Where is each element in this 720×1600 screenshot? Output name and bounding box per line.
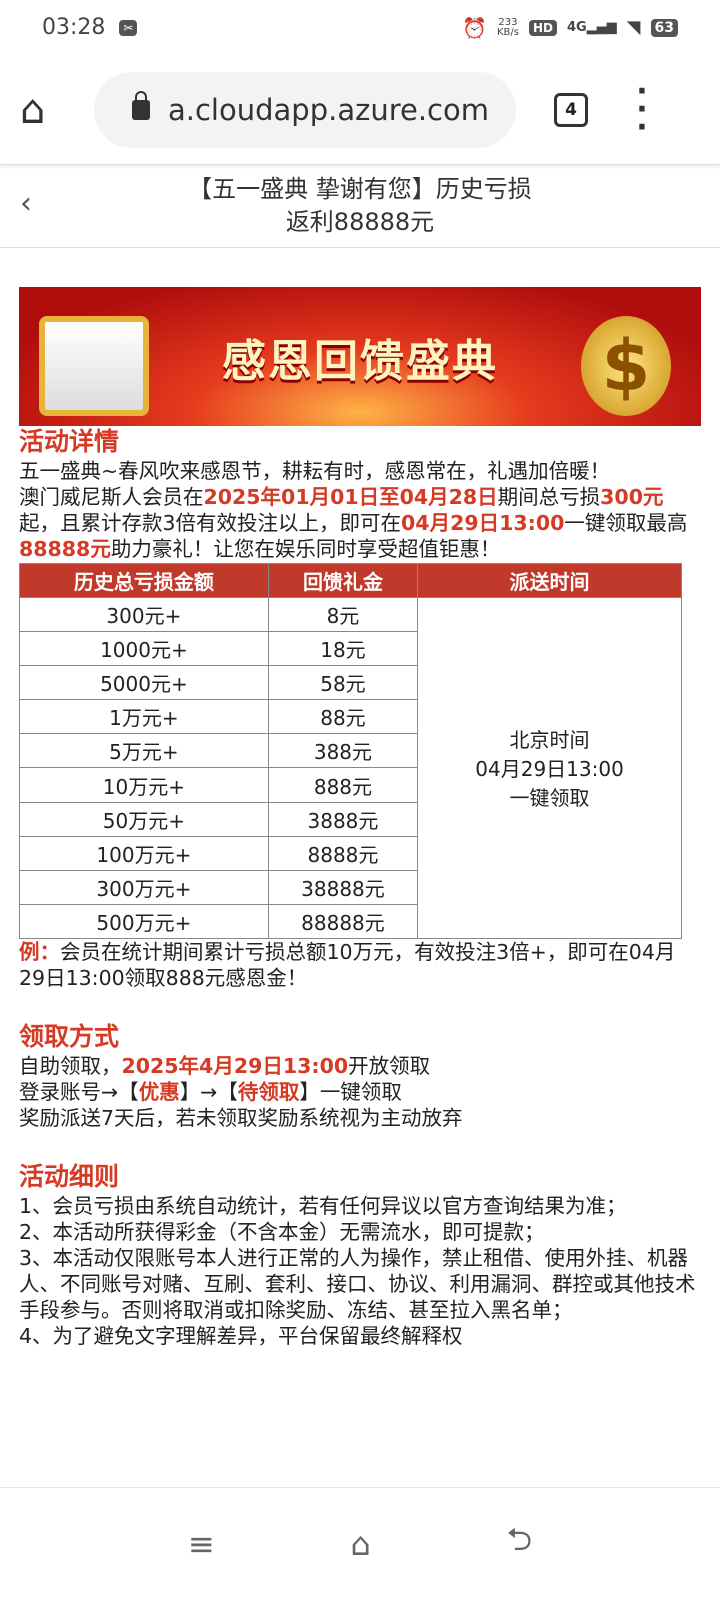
page-header: ‹ 【五一盛典 挚谢有您】历史亏损 返利88888元 — [0, 165, 720, 248]
section-title-rules: 活动细则 — [19, 1161, 120, 1191]
loss-amount-cell: 100万元+ — [19, 835, 269, 871]
bonus-cell: 88元 — [267, 699, 419, 735]
table-row: 300元+ 8元北京时间 04月29日13:00 一键领取 — [19, 596, 682, 939]
more-menu-button[interactable]: · · · — [636, 73, 648, 145]
banner-title: 感恩回馈盛典 — [222, 335, 498, 387]
details-body: 澳门威尼斯人会员在2025年01月01日至04月28日期间总亏损300元起，且累… — [19, 485, 688, 561]
rule-item: 4、为了避免文字理解差异，平台保留最终解释权 — [19, 1323, 463, 1348]
table-row: 1000元+ 18元 — [19, 631, 682, 667]
battery-icon: 63 — [650, 18, 678, 37]
alarm-icon: ⏰ — [462, 15, 487, 40]
section-title-claim: 领取方式 — [19, 1021, 120, 1051]
table-row: 100万元+ 8888元 — [19, 835, 682, 871]
rule-item: 1、会员亏损由系统自动统计，若有任何异议以官方查询结果为准； — [19, 1193, 627, 1218]
bonus-cell: 8888元 — [267, 835, 419, 871]
bonus-cell: 388元 — [267, 733, 419, 769]
bonus-cell: 88888元 — [267, 903, 419, 939]
lock-icon — [132, 90, 150, 120]
promo-banner: 感恩回馈盛典 $ — [19, 287, 701, 426]
delivery-line: 04月29日13:00 — [475, 757, 624, 782]
bonus-cell: 8元 — [267, 596, 419, 633]
signal-icon: 4G▂▄▆ — [566, 20, 617, 35]
bonus-cell: 18元 — [267, 631, 419, 667]
loss-amount-cell: 300元+ — [19, 596, 269, 633]
back-button[interactable]: ‹ — [20, 186, 32, 221]
section-title-details: 活动详情 — [19, 427, 120, 456]
delivery-line: 一键领取 — [509, 786, 590, 811]
home-button[interactable]: ⌂ — [20, 86, 46, 133]
table-row: 10万元+ 888元 — [19, 767, 682, 803]
system-nav-bar: ≡ ⌂ ⮌ — [0, 1487, 720, 1600]
loss-amount-cell: 10万元+ — [19, 767, 269, 803]
dollar-coin-icon: $ — [581, 316, 671, 416]
column-header: 派送时间 — [417, 563, 682, 598]
browser-toolbar: ⌂ a.cloudapp.azure.com 4 · · · — [0, 55, 720, 165]
claim-line: 自助领取，2025年4月29日13:00开放领取 — [19, 1053, 431, 1078]
rule-item: 3、本活动仅限账号本人进行正常的人为操作，禁止租借、使用外挂、机器人、不同账号对… — [19, 1245, 696, 1322]
loss-amount-cell: 500万元+ — [19, 903, 269, 939]
url-text: a.cloudapp.azure.com — [168, 92, 489, 127]
loss-amount-cell: 5万元+ — [19, 733, 269, 769]
screenshot-icon: ✂ — [119, 19, 138, 36]
loss-amount-cell: 300万元+ — [19, 869, 269, 905]
gift-box-icon — [39, 316, 149, 416]
rebate-table: 历史总亏损金额 回馈礼金 派送时间 300元+ 8元北京时间 04月29日13:00… — [19, 563, 682, 939]
table-row: 300万元+ 38888元 — [19, 869, 682, 905]
column-header: 回馈礼金 — [267, 563, 419, 598]
loss-amount-cell: 1万元+ — [19, 699, 269, 735]
claim-line: 奖励派送7天后，若未领取奖励系统视为主动放弃 — [19, 1105, 463, 1130]
page-title: 【五一盛典 挚谢有您】历史亏损 返利88888元 — [188, 175, 532, 236]
rule-item: 2、本活动所获得彩金（不含本金）无需流水，即可提款； — [19, 1219, 545, 1244]
bonus-cell: 3888元 — [267, 801, 419, 837]
bonus-cell: 38888元 — [267, 869, 419, 905]
claim-line: 登录账号→【优惠】→【待领取】一键领取 — [19, 1079, 402, 1104]
column-header: 历史总亏损金额 — [19, 563, 269, 598]
back-nav-icon[interactable]: ⮌ — [506, 1520, 533, 1558]
tab-switcher-button[interactable]: 4 — [554, 92, 588, 127]
details-intro: 五一盛典~春风吹来感恩节，耕耘有时，感恩常在，礼遇加倍暖！ — [19, 459, 611, 483]
loss-amount-cell: 50万元+ — [19, 801, 269, 837]
address-bar[interactable]: a.cloudapp.azure.com — [94, 71, 516, 148]
example-text: 例：会员在统计期间累计亏损总额10万元，有效投注3倍+，即可在04月29日13:… — [19, 939, 676, 990]
delivery-time-cell: 北京时间 04月29日13:00 一键领取 — [417, 597, 682, 939]
table-row: 50万元+ 3888元 — [19, 801, 682, 837]
status-bar: 03:28 ✂ ⏰ 233 KB/s HD 4G▂▄▆ ◥ 63 — [0, 0, 720, 55]
loss-amount-cell: 1000元+ — [19, 631, 269, 667]
bonus-cell: 888元 — [267, 767, 419, 803]
home-nav-icon[interactable]: ⌂ — [350, 1525, 371, 1563]
hd-icon: HD — [528, 19, 557, 36]
table-row: 500万元+ 88888元 — [19, 903, 682, 939]
network-speed: 233 KB/s — [496, 16, 519, 38]
loss-amount-cell: 5000元+ — [19, 665, 269, 701]
delivery-line: 北京时间 — [509, 728, 590, 753]
menu-nav-icon[interactable]: ≡ — [187, 1525, 215, 1563]
wifi-icon: ◥ — [626, 17, 641, 38]
bonus-cell: 58元 — [267, 665, 419, 701]
clock: 03:28 — [42, 15, 106, 40]
